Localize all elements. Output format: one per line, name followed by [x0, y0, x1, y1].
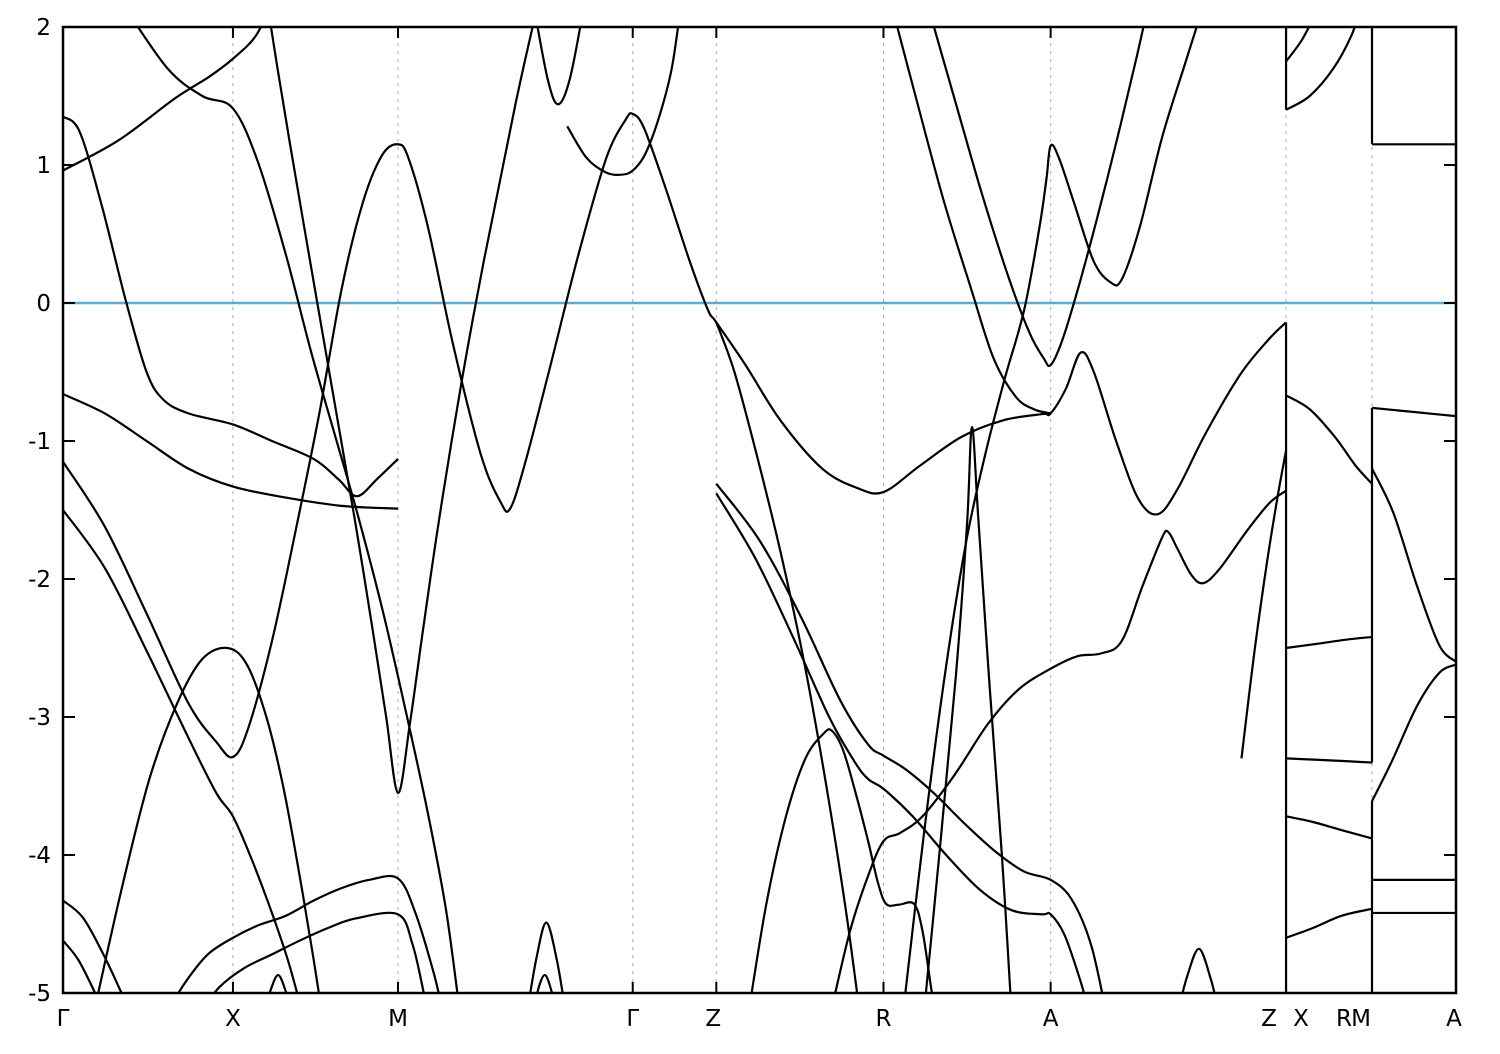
tick-marks	[63, 27, 1456, 993]
x-axis-label: M	[388, 1006, 408, 1032]
band-curve	[750, 728, 933, 993]
band-curve	[904, 27, 1198, 993]
band-curve	[715, 321, 859, 993]
band-curve	[97, 646, 321, 993]
band-curve	[715, 483, 1104, 993]
x-axis-label: Z	[1261, 1006, 1277, 1032]
band-curve	[536, 27, 582, 106]
band-curve	[63, 939, 97, 993]
y-axis-label: -4	[28, 843, 51, 869]
band-curve	[924, 426, 1012, 993]
band-curve	[896, 27, 1051, 415]
band-curve	[63, 393, 399, 510]
band-curve	[269, 27, 534, 795]
band-curve	[177, 874, 440, 993]
plot-frame	[61, 25, 1458, 995]
x-axis-label: X	[225, 1006, 241, 1032]
x-axis-label: R	[1336, 1006, 1352, 1032]
band-curve	[1371, 468, 1456, 663]
y-axis-label: 0	[36, 291, 51, 317]
y-axis-label: 2	[36, 15, 51, 41]
band-curve	[1371, 663, 1456, 802]
band-curve	[1285, 27, 1311, 63]
band-curve	[63, 509, 299, 993]
y-axis-label: -2	[28, 567, 51, 593]
y-axis-label: -1	[28, 429, 51, 455]
band-curve	[566, 27, 680, 176]
band-curve	[1285, 394, 1373, 485]
band-curve	[63, 112, 1287, 759]
band-curve	[932, 27, 1145, 368]
band-curve	[1371, 406, 1456, 418]
band-curve	[834, 489, 1287, 993]
band-curve	[136, 27, 459, 993]
band-curve	[1286, 757, 1373, 764]
band-curve	[1181, 947, 1216, 993]
band-curve	[1285, 27, 1356, 111]
x-axis-label: R	[875, 1006, 891, 1032]
y-axis-label: -3	[28, 705, 51, 731]
band-curves	[63, 27, 1456, 993]
y-axis-label: 1	[36, 153, 51, 179]
band-curve	[63, 115, 399, 498]
x-axis-label: A	[1446, 1006, 1462, 1032]
band-curve	[536, 973, 554, 993]
x-axis-label: Z	[705, 1006, 721, 1032]
band-curve	[1240, 450, 1288, 759]
y-axis-labels: 2 1 0 -1 -2 -3 -4 -5	[28, 15, 51, 1007]
band-curve	[63, 27, 263, 172]
x-axis-label: M	[1351, 1006, 1371, 1032]
band-curve	[63, 899, 123, 993]
band-curve	[1285, 815, 1373, 840]
band-curve	[1285, 635, 1373, 650]
band-curve	[212, 911, 425, 993]
x-axis-label: A	[1043, 1006, 1059, 1032]
x-axis-label: X	[1293, 1006, 1309, 1032]
kpoint-gridlines	[232, 27, 1373, 993]
x-axis-label: Γ	[57, 1006, 70, 1032]
y-axis-label: -5	[28, 981, 51, 1007]
band-curve	[529, 921, 564, 993]
band-curve	[715, 492, 1086, 993]
band-curve	[268, 973, 288, 993]
x-axis-label: Γ	[626, 1006, 639, 1032]
band-curve	[1285, 907, 1373, 939]
